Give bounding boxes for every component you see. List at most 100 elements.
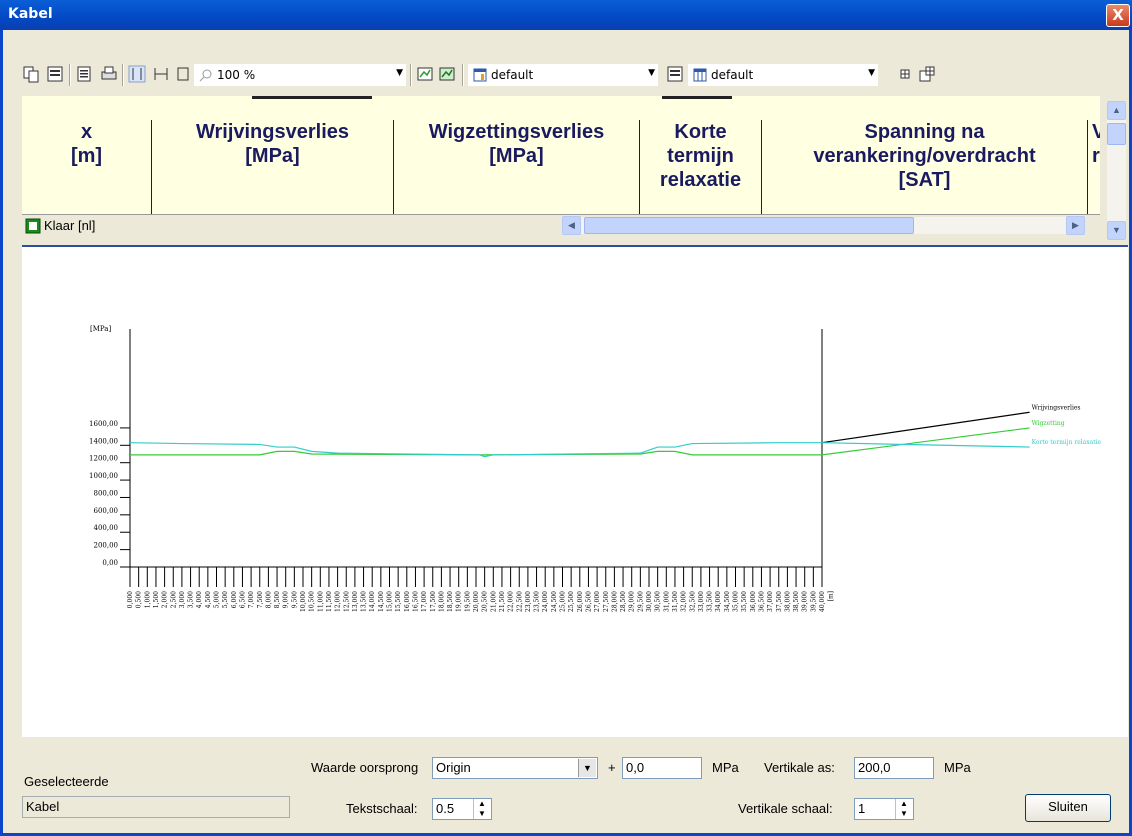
- offset-input[interactable]: 0,0: [622, 757, 702, 779]
- x-tick-label: 7,500: [257, 591, 264, 608]
- x-tick-label: 34,000: [715, 591, 722, 612]
- x-tick-label: 13,000: [352, 591, 359, 612]
- chart-export-icon[interactable]: [438, 65, 456, 83]
- x-tick-label: 0,000: [127, 591, 134, 608]
- chart-settings-icon[interactable]: [416, 65, 434, 83]
- x-tick-label: 38,500: [793, 591, 800, 612]
- scroll-right-icon[interactable]: ▶: [1066, 216, 1085, 235]
- grid-small-icon[interactable]: [896, 65, 914, 83]
- x-tick-label: 17,000: [421, 591, 428, 612]
- layout-combo-2[interactable]: default ▼: [688, 64, 878, 86]
- close-button[interactable]: Sluiten: [1025, 794, 1111, 822]
- page-height-icon[interactable]: [152, 65, 170, 83]
- grid-large-icon[interactable]: [918, 65, 936, 83]
- x-tick-label: 29,500: [637, 591, 644, 612]
- grid-header: x [m] Wrijvingsverlies [MPa] Wigzettingsve…: [22, 96, 1100, 215]
- y-tick-label: 800,00: [94, 489, 119, 497]
- x-tick-label: 24,500: [551, 591, 558, 612]
- text-scale-label: Tekstschaal:: [346, 801, 418, 816]
- results-grid: x [m] Wrijvingsverlies [MPa] Wigzettingsve…: [22, 96, 1128, 241]
- vertical-scrollbar[interactable]: ▲ ▼: [1107, 101, 1126, 240]
- vertical-axis-label: Vertikale as:: [764, 760, 835, 775]
- x-axis-label: [m]: [828, 591, 835, 601]
- line-chart: [MPa] 0,00 200,00 400,00 600,00 800,00 1000,00…: [89, 325, 1102, 612]
- horizontal-scroll-thumb[interactable]: [584, 217, 914, 234]
- layout-combo-1[interactable]: default ▼: [468, 64, 658, 86]
- x-tick-label: 7,000: [248, 591, 255, 608]
- origin-label: Waarde oorsprong: [311, 760, 419, 775]
- x-tick-label: 37,500: [776, 591, 783, 612]
- x-tick-label: 5,000: [214, 591, 221, 608]
- x-tick-label: 9,500: [291, 591, 298, 608]
- close-window-button[interactable]: X: [1106, 4, 1130, 27]
- chevron-down-icon[interactable]: ▼: [868, 68, 875, 78]
- column-header-wigzettingsverlies[interactable]: Wigzettingsverlies [MPa]: [394, 120, 640, 214]
- x-tick-label: 36,000: [750, 591, 757, 612]
- x-tick-label: 14,500: [378, 591, 385, 612]
- horizontal-scrollbar[interactable]: ◀ ▶: [562, 216, 1085, 235]
- zoom-combo[interactable]: 100 % ▼: [194, 64, 406, 86]
- selected-label: Geselecteerde: [24, 774, 109, 789]
- x-tick-label: 27,500: [603, 591, 610, 612]
- chevron-down-icon[interactable]: ▼: [396, 68, 403, 78]
- copy-icon[interactable]: [22, 65, 40, 83]
- x-tick-label: 19,000: [456, 591, 463, 612]
- vertical-scale-label: Vertikale schaal:: [738, 801, 833, 816]
- chevron-down-icon[interactable]: ▼: [578, 759, 596, 777]
- print-icon[interactable]: [100, 65, 118, 83]
- column-header-next[interactable]: Vr: [1092, 121, 1100, 167]
- vertical-scroll-thumb[interactable]: [1107, 123, 1126, 145]
- layout-combo-2-value: default: [711, 68, 754, 82]
- x-tick-label: 22,000: [508, 591, 515, 612]
- grid-clipped-row: [22, 96, 1100, 104]
- x-tick-label: 29,000: [629, 591, 636, 612]
- vertical-scale-input[interactable]: 1 ▲ ▼: [854, 798, 914, 820]
- y-tick-label: 200,00: [94, 542, 119, 550]
- x-tick-label: 28,000: [611, 591, 618, 612]
- x-tick-label: 15,500: [395, 591, 402, 612]
- origin-select[interactable]: Origin ▼: [432, 757, 598, 779]
- spinner-icon[interactable]: ▲ ▼: [473, 799, 490, 819]
- grid-status-row: Klaar [nl] ◀ ▶: [22, 216, 1100, 236]
- x-tick-label: 20,000: [473, 591, 480, 612]
- x-tick-label: 31,500: [672, 591, 679, 612]
- text-scale-input[interactable]: 0.5 ▲ ▼: [432, 798, 492, 820]
- column-header-x[interactable]: x [m]: [22, 120, 152, 214]
- toolbar: 100 % ▼ default ▼ default ▼: [22, 62, 1022, 88]
- table-icon: [693, 68, 707, 82]
- x-tick-label: 6,500: [239, 591, 246, 608]
- preview-icon[interactable]: [76, 65, 94, 83]
- scroll-up-icon[interactable]: ▲: [1107, 101, 1126, 120]
- x-tick-label: 16,000: [404, 591, 411, 612]
- x-tick-label: 0,500: [136, 591, 143, 608]
- x-tick-label: 37,000: [767, 591, 774, 612]
- spinner-icon[interactable]: ▲ ▼: [895, 799, 912, 819]
- x-tick-label: 3,500: [188, 591, 195, 608]
- zoom-icon: [199, 69, 212, 82]
- page-width-icon[interactable]: [128, 65, 146, 83]
- x-tick-label: 4,500: [205, 591, 212, 608]
- x-tick-label: 13,500: [361, 591, 368, 612]
- series-line: [821, 411, 1030, 444]
- column-header-korte-termijn-relaxatie[interactable]: Korte termijn relaxatie: [640, 120, 762, 214]
- status-text: Klaar [nl]: [44, 218, 96, 233]
- report-layout-icon[interactable]: [666, 65, 684, 83]
- legend-label: Wrijvingsverlies: [1032, 404, 1081, 411]
- x-tick-label: 38,000: [784, 591, 791, 612]
- selected-field: Kabel: [22, 796, 290, 818]
- x-tick-label: 28,500: [620, 591, 627, 612]
- title-bar[interactable]: Kabel X: [0, 0, 1132, 30]
- vertical-axis-input[interactable]: 200,0: [854, 757, 934, 779]
- x-tick-label: 8,000: [265, 591, 272, 608]
- offset-unit: MPa: [712, 760, 739, 775]
- column-header-spanning[interactable]: Spanning na verankering/overdracht [SAT]: [762, 120, 1088, 214]
- whole-page-icon[interactable]: [174, 65, 192, 83]
- y-tick-label: 0,00: [102, 559, 118, 567]
- chevron-down-icon[interactable]: ▼: [648, 68, 655, 78]
- scroll-left-icon[interactable]: ◀: [562, 216, 581, 235]
- column-header-wrijvingsverlies[interactable]: Wrijvingsverlies [MPa]: [152, 120, 394, 214]
- x-tick-label: 16,500: [412, 591, 419, 612]
- legend-label: Korte termijn relaxatie: [1032, 439, 1102, 446]
- scroll-down-icon[interactable]: ▼: [1107, 221, 1126, 240]
- report-icon[interactable]: [46, 65, 64, 83]
